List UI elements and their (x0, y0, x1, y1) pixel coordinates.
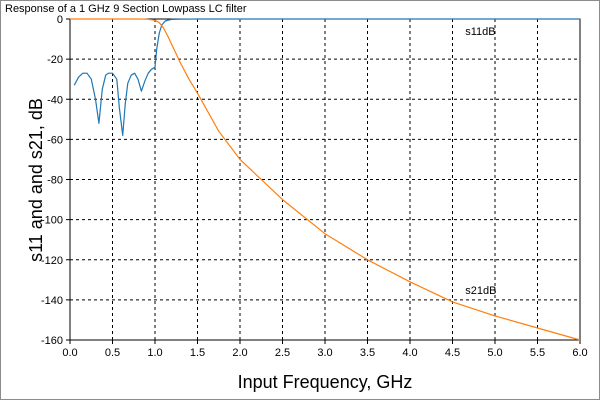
chart-title: Response of a 1 GHz 9 Section Lowpass LC… (5, 3, 247, 15)
y-tick-label: -60 (47, 134, 63, 146)
x-tick-label: 6.0 (572, 347, 587, 359)
y-tick-label: -20 (47, 54, 63, 66)
annotation-s11dB: s11dB (465, 26, 495, 38)
x-tick-label: 4.0 (402, 347, 417, 359)
x-tick-label: 1.0 (147, 347, 162, 359)
x-tick-label: 2.0 (232, 347, 247, 359)
x-tick-label: 3.5 (360, 347, 375, 359)
annotations: s11dB s21dB (465, 26, 496, 297)
series-line-s21dB (70, 18, 581, 341)
x-tick-label: 3.0 (317, 347, 332, 359)
x-axis-label: Input Frequency, GHz (238, 372, 413, 392)
x-tick-label: 0.0 (62, 347, 77, 359)
y-tick-label: -80 (47, 175, 63, 187)
annotation-s21dB: s21dB (465, 285, 496, 297)
grid-lines (70, 19, 580, 340)
x-tick-label: 2.5 (275, 347, 290, 359)
series-line-s11dB (73, 18, 580, 136)
y-axis-ticks: 0 -20 -40 -60 -80 -100 -120 -140 -160 (41, 14, 70, 347)
y-tick-label: -100 (41, 215, 63, 227)
series-lines (70, 18, 581, 341)
x-tick-label: 1.5 (190, 347, 205, 359)
x-tick-label: 5.0 (487, 347, 502, 359)
x-tick-label: 4.5 (445, 347, 460, 359)
y-tick-label: -40 (47, 94, 63, 106)
x-tick-label: 5.5 (530, 347, 545, 359)
y-axis-label: s11 and and s21, dB (26, 98, 46, 262)
y-tick-label: -140 (41, 295, 63, 307)
y-tick-label: -160 (41, 335, 63, 347)
x-tick-label: 0.5 (105, 347, 120, 359)
x-axis-ticks: 0.0 0.5 1.0 1.5 2.0 2.5 3.0 3.5 4.0 4.5 5.0 5.5 6.0 (62, 340, 588, 359)
y-tick-label: 0 (57, 14, 63, 26)
y-tick-label: -120 (41, 255, 63, 267)
